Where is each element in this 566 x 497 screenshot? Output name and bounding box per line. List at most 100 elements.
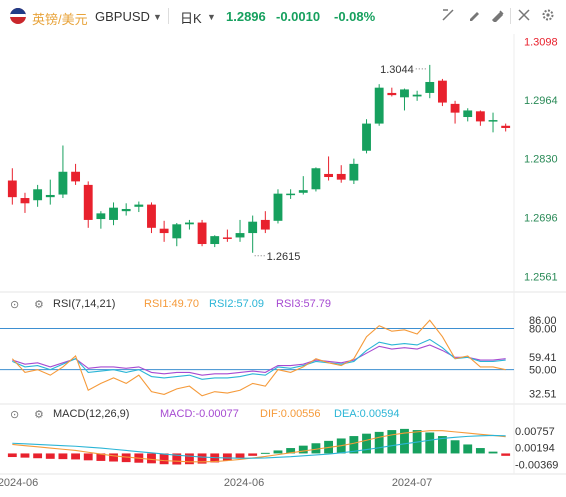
macd-histogram-bar xyxy=(20,453,30,458)
candle-body xyxy=(324,173,334,178)
rsi3-line xyxy=(12,344,506,376)
candle-body xyxy=(210,236,220,245)
candle-body xyxy=(121,208,131,212)
candle-body xyxy=(33,189,43,201)
candle-body xyxy=(260,219,270,230)
divider xyxy=(168,8,169,24)
candle-body xyxy=(134,204,144,207)
rsi-axis-label: 86.00 xyxy=(529,315,557,327)
symbol-name[interactable]: 英镑/美元 xyxy=(32,12,88,27)
macd-histogram-bar xyxy=(463,444,473,454)
candle-body xyxy=(109,207,118,220)
price-tick-label: 1.2561 xyxy=(524,271,558,283)
divider xyxy=(510,8,511,24)
macd-histogram-bar xyxy=(222,453,232,461)
symbol-code[interactable]: GBPUSD xyxy=(95,9,150,24)
macd-axis-label: 0.00757 xyxy=(515,426,555,438)
macd-histogram-bar xyxy=(121,453,131,463)
candle-body xyxy=(96,213,106,220)
candle-body xyxy=(147,204,156,228)
date-tick-label: 2024-07 xyxy=(392,477,432,489)
draw-icon[interactable] xyxy=(438,8,458,26)
macd-histogram-bar xyxy=(248,453,258,456)
dea-line xyxy=(12,434,506,459)
candle-body xyxy=(374,87,384,124)
macd-histogram-bar xyxy=(488,451,498,454)
low-annotation: 1.2615 xyxy=(267,251,301,263)
price-tick-label: 1.2830 xyxy=(524,154,558,166)
macd-axis-label: -0.00369 xyxy=(515,459,558,471)
candle-body xyxy=(463,110,473,118)
candle-body xyxy=(273,193,283,221)
rsi3-value: RSI3:57.79 xyxy=(276,298,332,310)
macd-label: MACD(12,26,9) xyxy=(53,408,130,420)
macd-histogram-bar xyxy=(184,453,194,465)
macd-histogram-bar xyxy=(311,443,321,454)
macd-histogram-bar xyxy=(374,431,384,454)
timeframe-chevron-icon[interactable]: ▼ xyxy=(207,12,216,22)
uk-flag-icon xyxy=(10,8,26,24)
candle-body xyxy=(387,92,397,96)
settings-icon[interactable]: ⚙ xyxy=(34,409,44,421)
candle-body xyxy=(400,89,409,98)
macd-histogram-bar xyxy=(45,453,55,459)
candle-body xyxy=(311,168,321,190)
macd-histogram-bar xyxy=(475,448,485,454)
macd-histogram-bar xyxy=(109,453,118,462)
rsi-axis-label: 50.00 xyxy=(529,365,557,377)
date-tick-label: 2024-06 xyxy=(0,477,38,489)
candle-body xyxy=(286,193,296,196)
candle-body xyxy=(437,80,447,103)
candle-body xyxy=(7,180,17,198)
macd-histogram-bar xyxy=(349,436,359,454)
price-change-percent: -0.08% xyxy=(334,9,376,24)
candle-body xyxy=(58,171,68,195)
macd-histogram-bar xyxy=(400,428,409,454)
candle-body xyxy=(248,221,258,234)
candle-body xyxy=(184,222,194,225)
macd-histogram-bar xyxy=(159,453,169,465)
macd-histogram-bar xyxy=(71,453,81,460)
candle-body xyxy=(298,190,308,193)
rsi2-line xyxy=(12,338,506,380)
last-price: 1.2896 xyxy=(226,9,266,24)
macd-histogram-bar xyxy=(501,453,511,456)
macd-histogram-bar xyxy=(362,433,371,454)
candle-body xyxy=(450,103,460,113)
macd-histogram-bar xyxy=(273,450,283,454)
settings-icon[interactable] xyxy=(538,8,558,26)
rsi1-line xyxy=(11,319,506,397)
pencil-icon[interactable] xyxy=(464,8,484,26)
candle-body xyxy=(235,233,245,238)
macd-histogram-bar xyxy=(298,445,308,454)
collapse-icon[interactable]: ⊙ xyxy=(10,409,20,421)
rsi-axis-label: 32.51 xyxy=(529,389,557,401)
macd-histogram-bar xyxy=(58,453,68,460)
macd-histogram-bar xyxy=(33,453,43,459)
dea-value: DEA:0.00594 xyxy=(334,408,400,420)
collapse-icon[interactable]: ⊙ xyxy=(10,299,20,311)
candle-body xyxy=(488,120,498,122)
candle-body xyxy=(349,163,359,181)
timeframe-selector[interactable]: 日K xyxy=(180,11,202,26)
candle-body xyxy=(159,228,169,234)
date-tick-label: 2024-06 xyxy=(224,477,264,489)
candle-body xyxy=(20,198,30,204)
price-tick-label: 1.2696 xyxy=(524,212,558,224)
chevron-down-icon[interactable]: ▼ xyxy=(153,12,162,22)
macd-axis-label: 0.00194 xyxy=(515,443,555,455)
candle-body xyxy=(45,194,55,198)
macd-value: MACD:-0.00077 xyxy=(160,408,239,420)
rsi2-value: RSI2:57.09 xyxy=(209,298,265,310)
macd-histogram-bar xyxy=(197,453,207,464)
fullscreen-icon[interactable] xyxy=(514,8,534,26)
rsi-label: RSI(7,14,21) xyxy=(53,298,116,310)
settings-icon[interactable]: ⚙ xyxy=(34,299,44,311)
marker-icon[interactable] xyxy=(488,8,508,26)
candle-body xyxy=(412,94,422,97)
candle-body xyxy=(362,123,371,151)
rsi1-value: RSI1:49.70 xyxy=(144,298,200,310)
macd-histogram-bar xyxy=(172,453,182,465)
candle-body xyxy=(222,237,232,239)
